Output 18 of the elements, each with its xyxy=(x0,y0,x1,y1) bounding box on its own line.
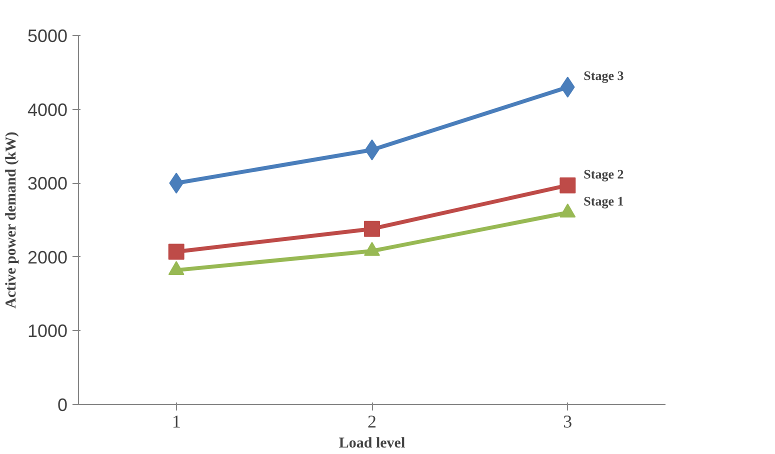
point xyxy=(168,244,184,260)
point xyxy=(168,261,184,276)
point xyxy=(560,177,576,194)
y-axis-title: Active power demand (kW) xyxy=(3,132,20,309)
x-axis-title: Load level xyxy=(338,436,406,452)
x-tick-label: 3 xyxy=(563,412,572,432)
y-tick-label: 4000 xyxy=(27,100,68,120)
y-tick-label: 0 xyxy=(57,395,68,415)
y-tick-label: 5000 xyxy=(27,26,68,46)
y-tick-label: 3000 xyxy=(27,174,68,194)
x-tick-label: 2 xyxy=(368,412,376,432)
series-label: Stage 3 xyxy=(584,68,624,84)
point xyxy=(364,220,380,237)
series-label: Stage 2 xyxy=(584,166,624,182)
y-tick-label: 1000 xyxy=(27,321,68,342)
series-label: Stage 1 xyxy=(584,194,624,209)
x-tick-label: 1 xyxy=(172,412,181,432)
y-tick-label: 2000 xyxy=(27,247,68,268)
